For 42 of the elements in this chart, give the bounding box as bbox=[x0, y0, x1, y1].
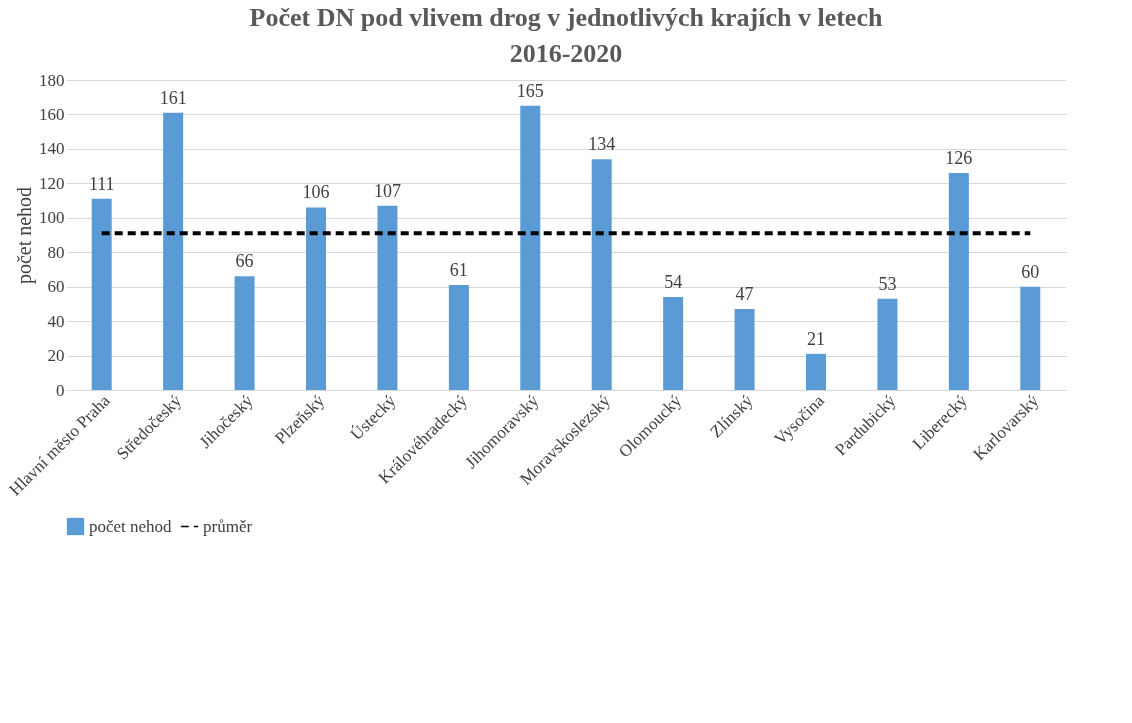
chart-title: Počet DN pod vlivem drog v jednotlivých krajích v letech 2016-2020 bbox=[249, 3, 883, 68]
data-label: 106 bbox=[302, 182, 330, 203]
y-tick-label: 180 bbox=[39, 70, 65, 90]
bar bbox=[806, 353, 826, 390]
y-tick-label: 100 bbox=[39, 208, 65, 228]
data-label: 126 bbox=[945, 148, 973, 168]
bar bbox=[520, 105, 541, 390]
data-label: 53 bbox=[878, 273, 897, 294]
bar bbox=[306, 207, 326, 390]
data-label: 54 bbox=[664, 272, 683, 292]
bar bbox=[663, 297, 684, 390]
bar bbox=[877, 298, 898, 390]
bar bbox=[1020, 286, 1041, 390]
data-label: 47 bbox=[735, 284, 754, 305]
data-label: 111 bbox=[88, 173, 115, 194]
data-label: 134 bbox=[588, 134, 616, 155]
bar bbox=[377, 205, 398, 390]
legend-label: počet nehod bbox=[89, 516, 173, 536]
bar bbox=[591, 159, 612, 390]
data-label: 161 bbox=[159, 87, 187, 108]
data-label: 60 bbox=[1021, 261, 1040, 282]
y-axis-title: počet nehod bbox=[13, 186, 36, 285]
legend-label: průměr bbox=[203, 516, 253, 536]
bar bbox=[448, 284, 469, 390]
data-label: 165 bbox=[516, 80, 544, 101]
bar bbox=[734, 309, 755, 390]
bar bbox=[91, 198, 112, 390]
data-label: 21 bbox=[807, 328, 825, 349]
data-label: 61 bbox=[449, 259, 468, 280]
data-label: 66 bbox=[235, 251, 254, 272]
y-tick-label: 80 bbox=[47, 242, 65, 262]
y-tick-label: 40 bbox=[47, 311, 65, 331]
y-tick-label: 160 bbox=[39, 104, 65, 124]
bar bbox=[234, 276, 255, 390]
bar bbox=[948, 173, 969, 390]
bar bbox=[163, 112, 184, 390]
data-label: 107 bbox=[373, 180, 401, 201]
y-tick-label: 20 bbox=[47, 346, 65, 366]
y-tick-label: 0 bbox=[56, 380, 65, 400]
y-tick-label: 60 bbox=[47, 277, 65, 297]
y-tick-label: 120 bbox=[39, 173, 65, 193]
y-tick-label: 140 bbox=[39, 139, 65, 159]
